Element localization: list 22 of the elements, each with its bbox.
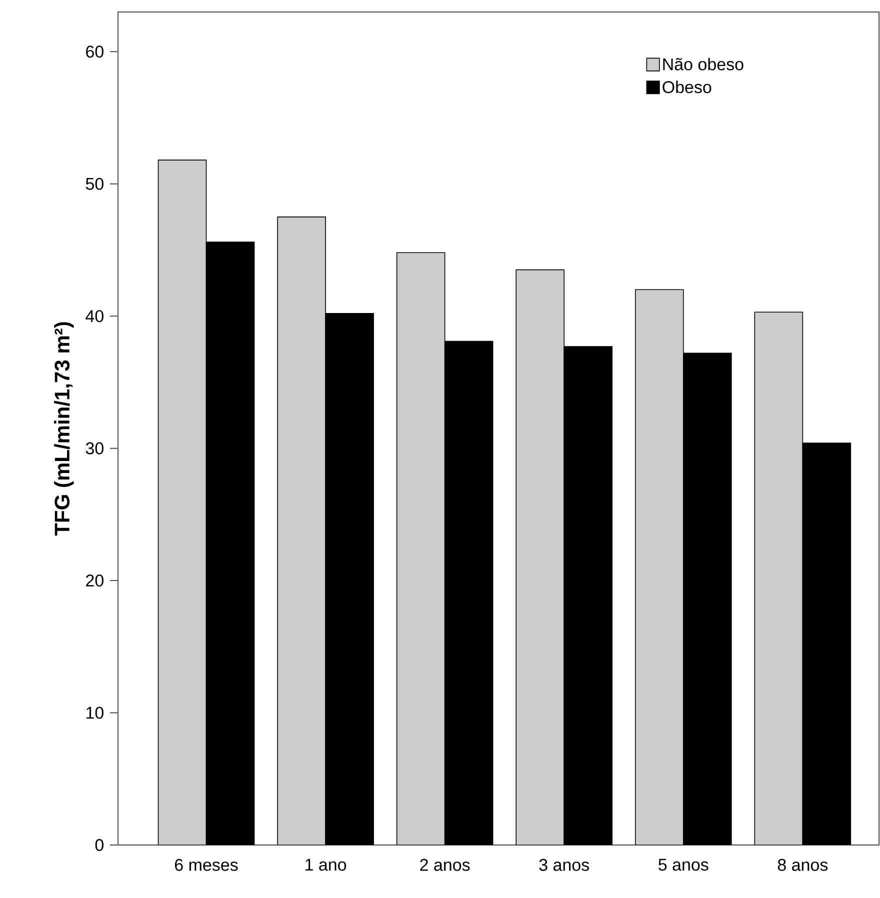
y-tick-label: 50 bbox=[86, 178, 104, 190]
y-tick-label: 60 bbox=[86, 46, 104, 58]
bar bbox=[635, 290, 684, 845]
x-tick-label: 1 ano bbox=[306, 858, 346, 871]
y-tick-label: 10 bbox=[86, 706, 104, 719]
y-axis-title: TFG (mL/min/1,73 m²) bbox=[54, 322, 74, 536]
legend-label: Obeso bbox=[662, 80, 712, 94]
x-tick-label: 6 meses bbox=[175, 858, 238, 871]
bar bbox=[516, 270, 564, 845]
x-tick-label: 2 anos bbox=[420, 858, 470, 871]
bar bbox=[278, 216, 326, 845]
legend-label: Não obeso bbox=[663, 58, 744, 70]
bar bbox=[158, 160, 206, 845]
y-tick-label: 0 bbox=[95, 838, 104, 852]
x-tick-label: 5 anos bbox=[658, 858, 708, 871]
bar bbox=[396, 252, 445, 845]
y-tick-label: 30 bbox=[86, 442, 104, 454]
y-tick-label: 20 bbox=[86, 574, 104, 587]
x-tick-label: 3 anos bbox=[539, 858, 589, 871]
y-tick-label: 40 bbox=[86, 310, 104, 322]
x-tick-label: 8 anos bbox=[778, 858, 828, 871]
bar bbox=[754, 312, 804, 845]
